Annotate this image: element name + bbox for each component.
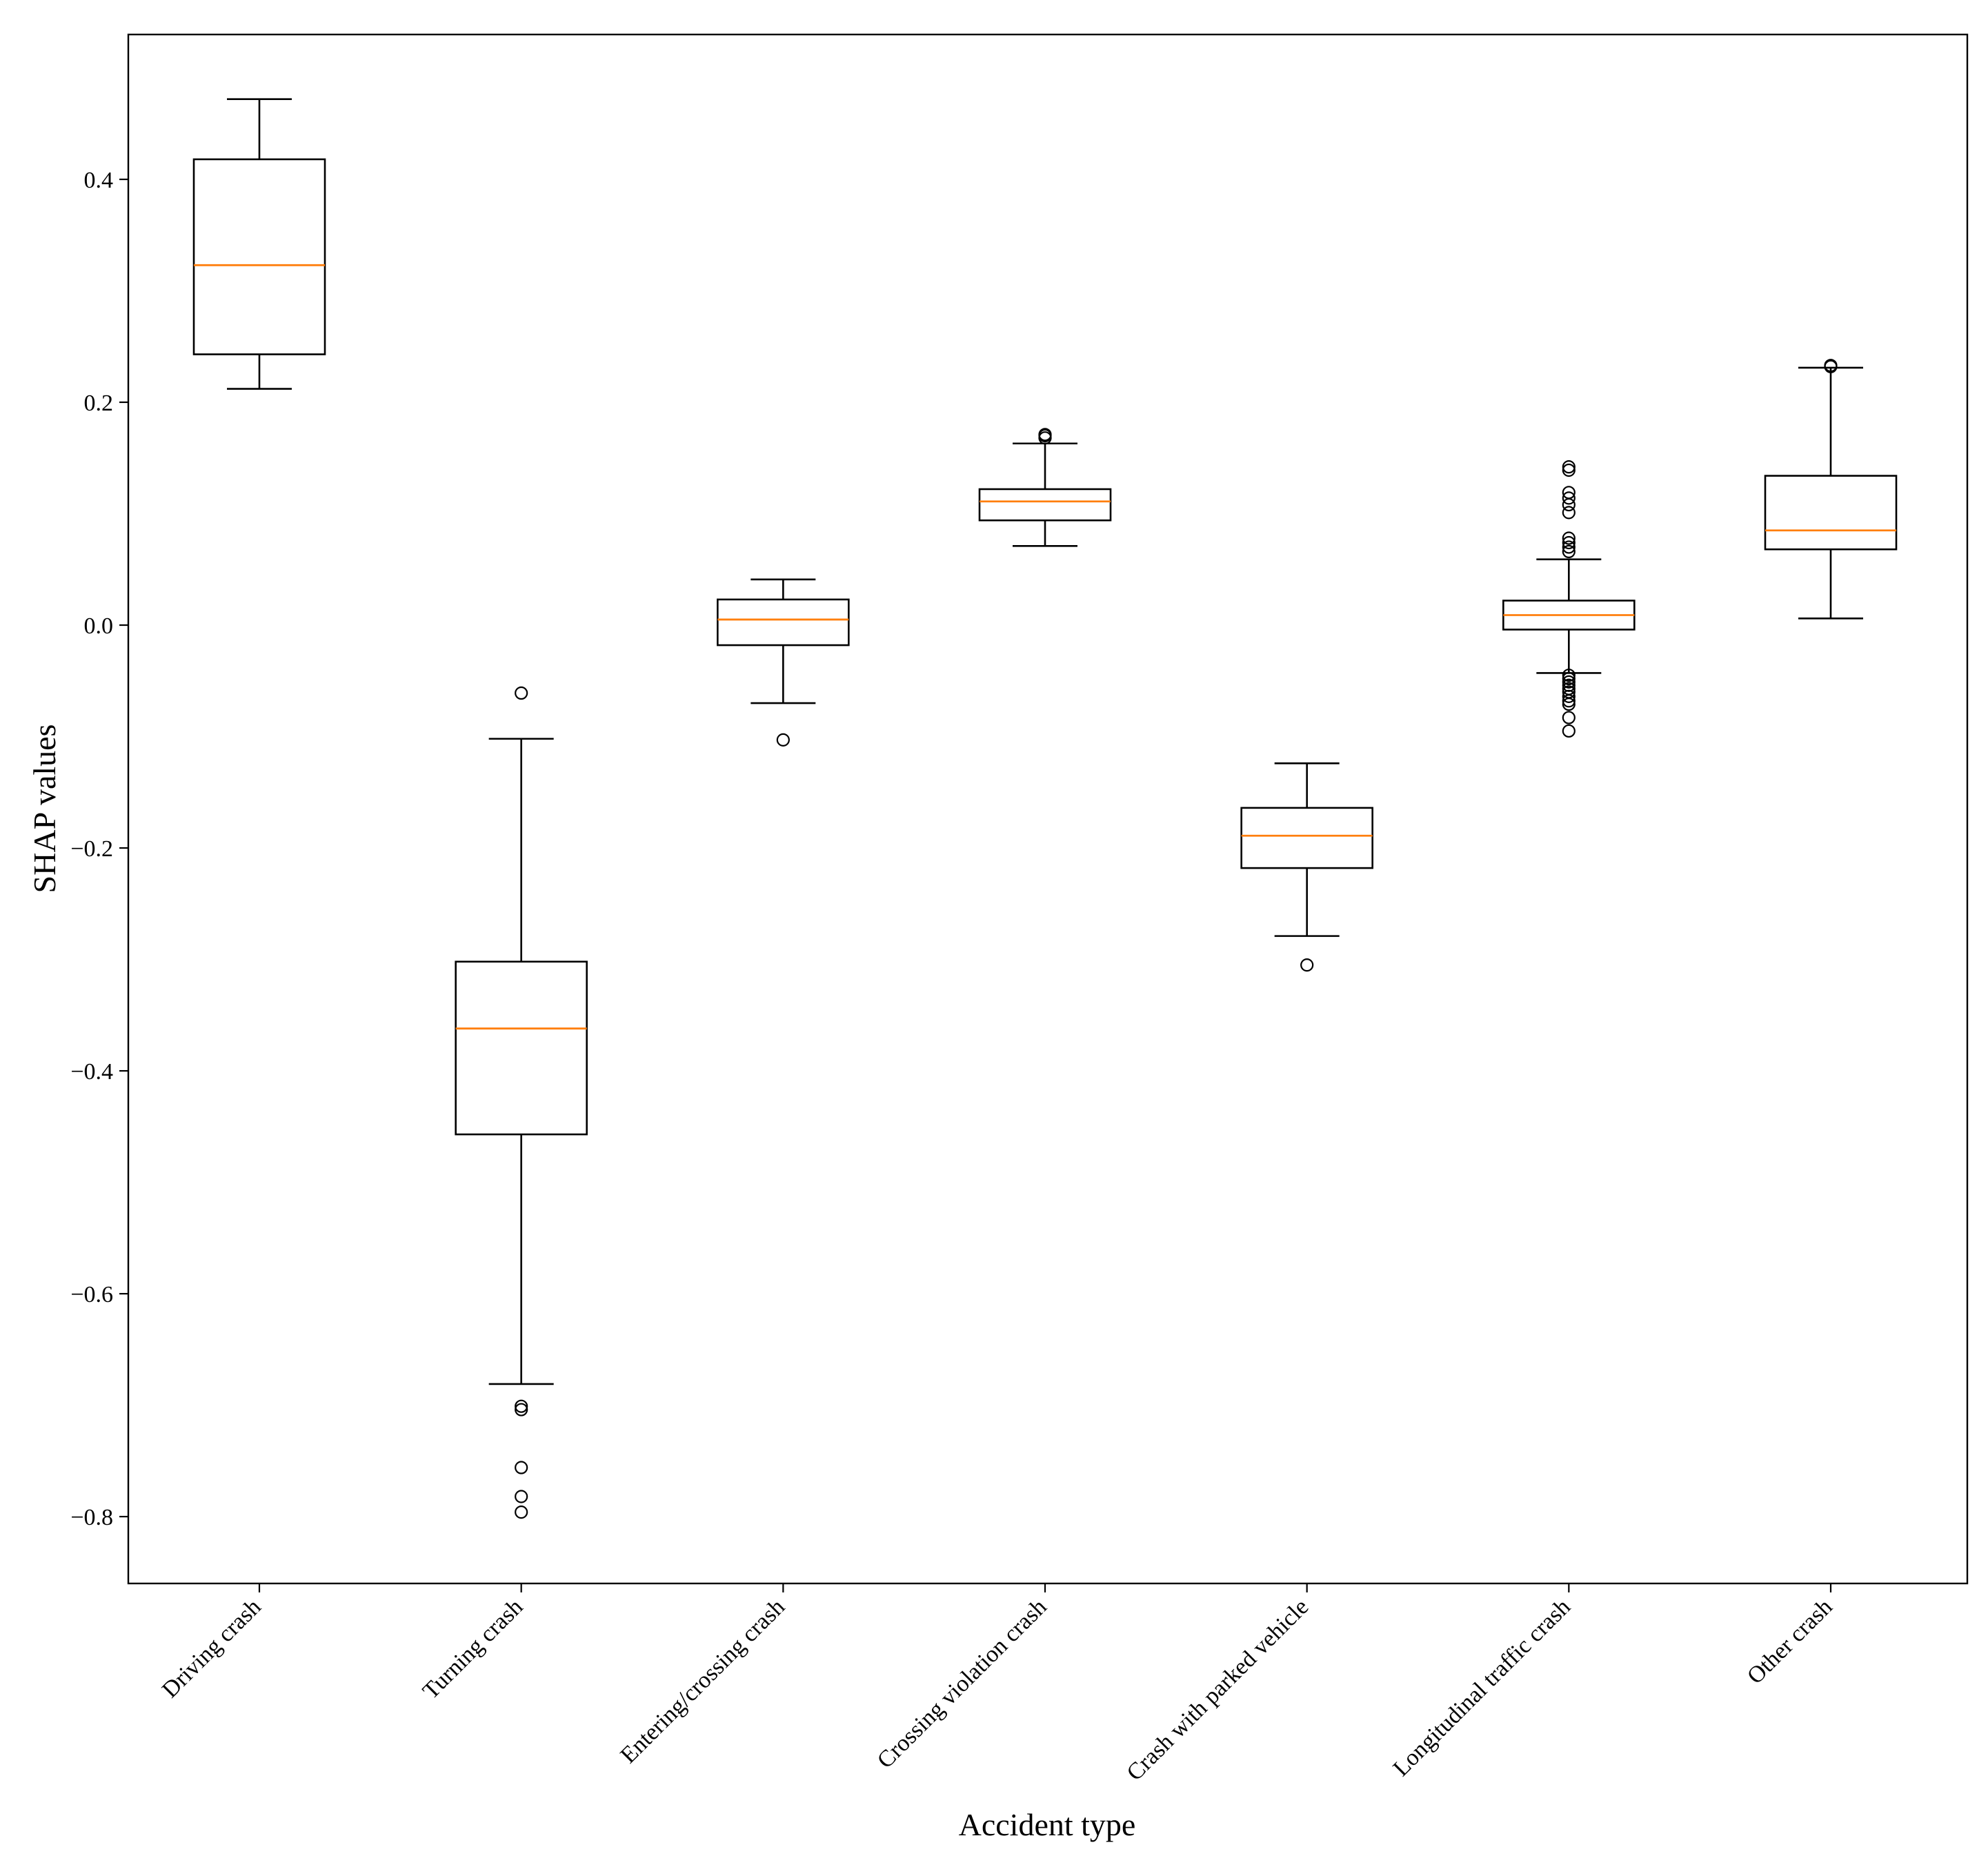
x-tick-label: Entering/crossing crash [615,1594,789,1768]
box-group [192,98,326,390]
outlier-point [1562,544,1576,559]
y-axis-title: SHAP values [27,724,62,894]
x-tick-label: Longitudinal traffic crash [1389,1594,1576,1781]
outlier-point [1038,428,1052,442]
x-tick-label: Driving crash [157,1594,266,1703]
outlier-point [1562,698,1576,711]
box-group [978,428,1112,547]
outlier-point [515,686,528,700]
outlier-point [515,1490,528,1503]
outlier-point [515,1505,528,1519]
x-tick-label: Turning crash [418,1594,528,1704]
plot-area-frame [127,33,1969,1585]
outlier-point [1562,531,1576,545]
outlier-point [1562,497,1576,512]
box-group [455,686,588,1519]
iqr-box [455,960,588,1136]
outlier-point [1562,506,1576,520]
y-tick-label: 0.4 [84,168,114,193]
y-tick-label: −0.8 [70,1505,113,1530]
x-axis: Driving crash Turning crash Entering/cross… [157,1583,1838,1786]
outlier-point [1562,711,1576,724]
outlier-point [1562,491,1576,505]
y-tick-label: −0.6 [70,1282,113,1307]
box-group [1502,460,1636,738]
box-group [1240,762,1373,972]
outlier-point [1562,460,1576,474]
y-tick-label: −0.4 [70,1059,113,1085]
outlier-point [1562,694,1576,708]
x-tick-label: Crossing violation crash [873,1594,1052,1773]
outlier-point [1300,958,1314,972]
outlier-point [1562,724,1576,738]
x-axis-title: Accident type [959,1807,1136,1842]
x-tick-label: Other crash [1742,1594,1838,1689]
iqr-box [978,488,1112,522]
y-tick-label: 0.0 [84,613,114,639]
iqr-box [192,158,326,355]
outlier-point [1562,540,1576,554]
box-group [1764,359,1898,620]
outlier-point [1824,359,1838,373]
outlier-point [515,1461,528,1474]
outlier-point [1562,689,1576,703]
y-tick-label: 0.2 [84,391,114,416]
iqr-box [1240,807,1373,869]
outlier-point [1562,463,1576,477]
y-tick-label: −0.2 [70,836,113,862]
outlier-point [1562,675,1576,689]
boxes-layer [192,98,1898,1519]
y-axis: 0.4 0.2 0.0 −0.2 −0.4 −0.6 −0.8 [70,168,128,1530]
outlier-point [515,1399,528,1413]
box-group [717,578,850,747]
outlier-point [1562,669,1576,682]
iqr-box [717,598,850,646]
outlier-point [1562,486,1576,500]
outlier-point [776,733,790,747]
iqr-box [1764,475,1898,551]
outlier-point [1562,535,1576,550]
x-tick-label: Crash with parked vehicle [1122,1594,1313,1786]
outlier-point [1562,671,1576,686]
outlier-point [515,1403,528,1416]
